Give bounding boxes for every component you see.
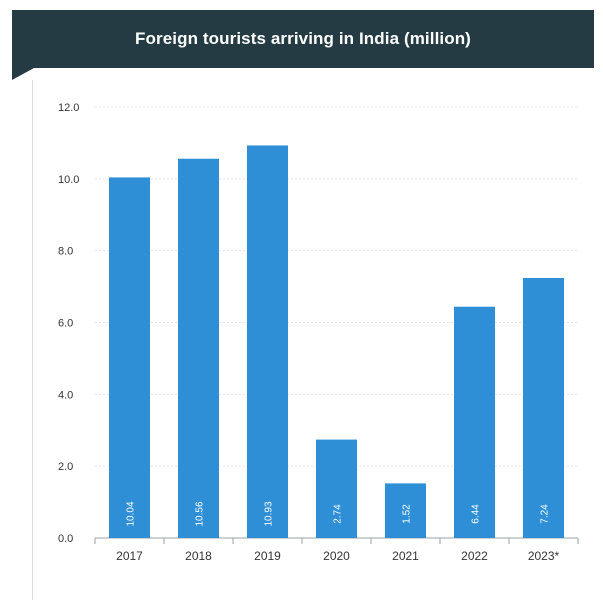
bar-value-label: 7.24 [540,504,551,524]
x-tick-label: 2022 [461,549,488,563]
bar [523,277,564,538]
y-tick-label: 4.0 [58,389,73,401]
bar-value-label: 2.74 [333,504,344,524]
bar-value-label: 10.04 [126,501,137,526]
bar [178,158,219,538]
title-bar: Foreign tourists arriving in India (mill… [12,10,594,68]
title-fold-decoration [12,68,34,80]
y-tick-label: 8.0 [58,246,73,258]
y-tick-label: 6.0 [58,318,73,330]
bar [454,306,495,538]
bar [109,177,150,538]
x-tick-label: 2020 [323,549,350,563]
x-tick-label: 2021 [392,549,419,563]
y-tick-label: 0.0 [58,533,73,545]
bar-value-label: 10.56 [195,501,206,526]
y-tick-label: 12.0 [58,102,79,114]
y-tick-label: 10.0 [58,174,79,186]
bar [385,483,426,538]
chart-title: Foreign tourists arriving in India (mill… [135,29,471,48]
bar [247,145,288,538]
bar-value-label: 6.44 [471,504,482,524]
bar [316,439,357,538]
x-tick-label: 2023* [528,549,560,563]
bar-value-label: 10.93 [264,501,275,526]
x-tick-label: 2018 [185,549,212,563]
x-tick-label: 2019 [254,549,281,563]
y-tick-label: 2.0 [58,461,73,473]
card-left-border [32,80,33,600]
bar-value-label: 1.52 [402,504,413,524]
x-tick-label: 2017 [116,549,143,563]
